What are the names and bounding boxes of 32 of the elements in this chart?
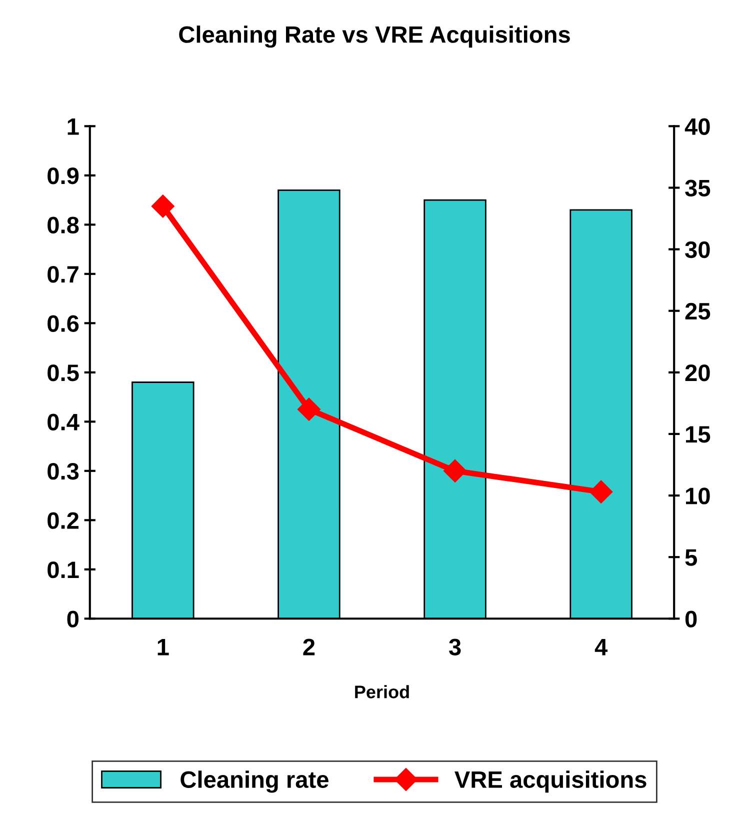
y-tick-label: 0.7 [48, 266, 78, 283]
chart-title: Cleaning Rate vs VRE Acquisitions [179, 26, 570, 48]
x-tick-label: 3 [448, 638, 461, 656]
x-tick-label: 4 [594, 638, 608, 656]
y2-tick-label: 0 [685, 610, 697, 628]
point [444, 459, 467, 482]
point [151, 194, 174, 218]
y-tick-label: 0.9 [48, 167, 79, 184]
y-tick-label: 0.1 [48, 561, 79, 578]
y-tick-label: 0.2 [48, 512, 79, 529]
point [297, 398, 320, 421]
y2-tick-label: 10 [686, 488, 710, 504]
y-tick-label: 0 [67, 610, 78, 628]
y-tick-label: 0.3 [48, 462, 79, 480]
legend-label: VRE acquisitions [454, 770, 646, 793]
y2-tick-label: 40 [684, 118, 710, 135]
y2-tick-label: 35 [685, 180, 710, 197]
y-tick-label: 0.5 [48, 364, 79, 382]
y-tick-label: 0.8 [48, 216, 79, 234]
x-tick-label: 1 [158, 638, 169, 656]
x-axis-title: Period [355, 685, 409, 698]
y-tick-label: 1 [68, 118, 79, 135]
y2-tick-label: 15 [686, 426, 710, 443]
y2-tick-label: 30 [685, 241, 710, 258]
y2-tick-label: 25 [685, 302, 710, 320]
x-tick-label: 2 [303, 638, 315, 656]
legend-label: Cleaning rate [180, 770, 328, 793]
y2-tick-label: 5 [685, 549, 697, 566]
y-tick-label: 0.4 [48, 414, 80, 430]
y2-tick-label: 20 [685, 364, 710, 382]
y-tick-label: 0.6 [48, 315, 79, 332]
point [590, 480, 613, 504]
